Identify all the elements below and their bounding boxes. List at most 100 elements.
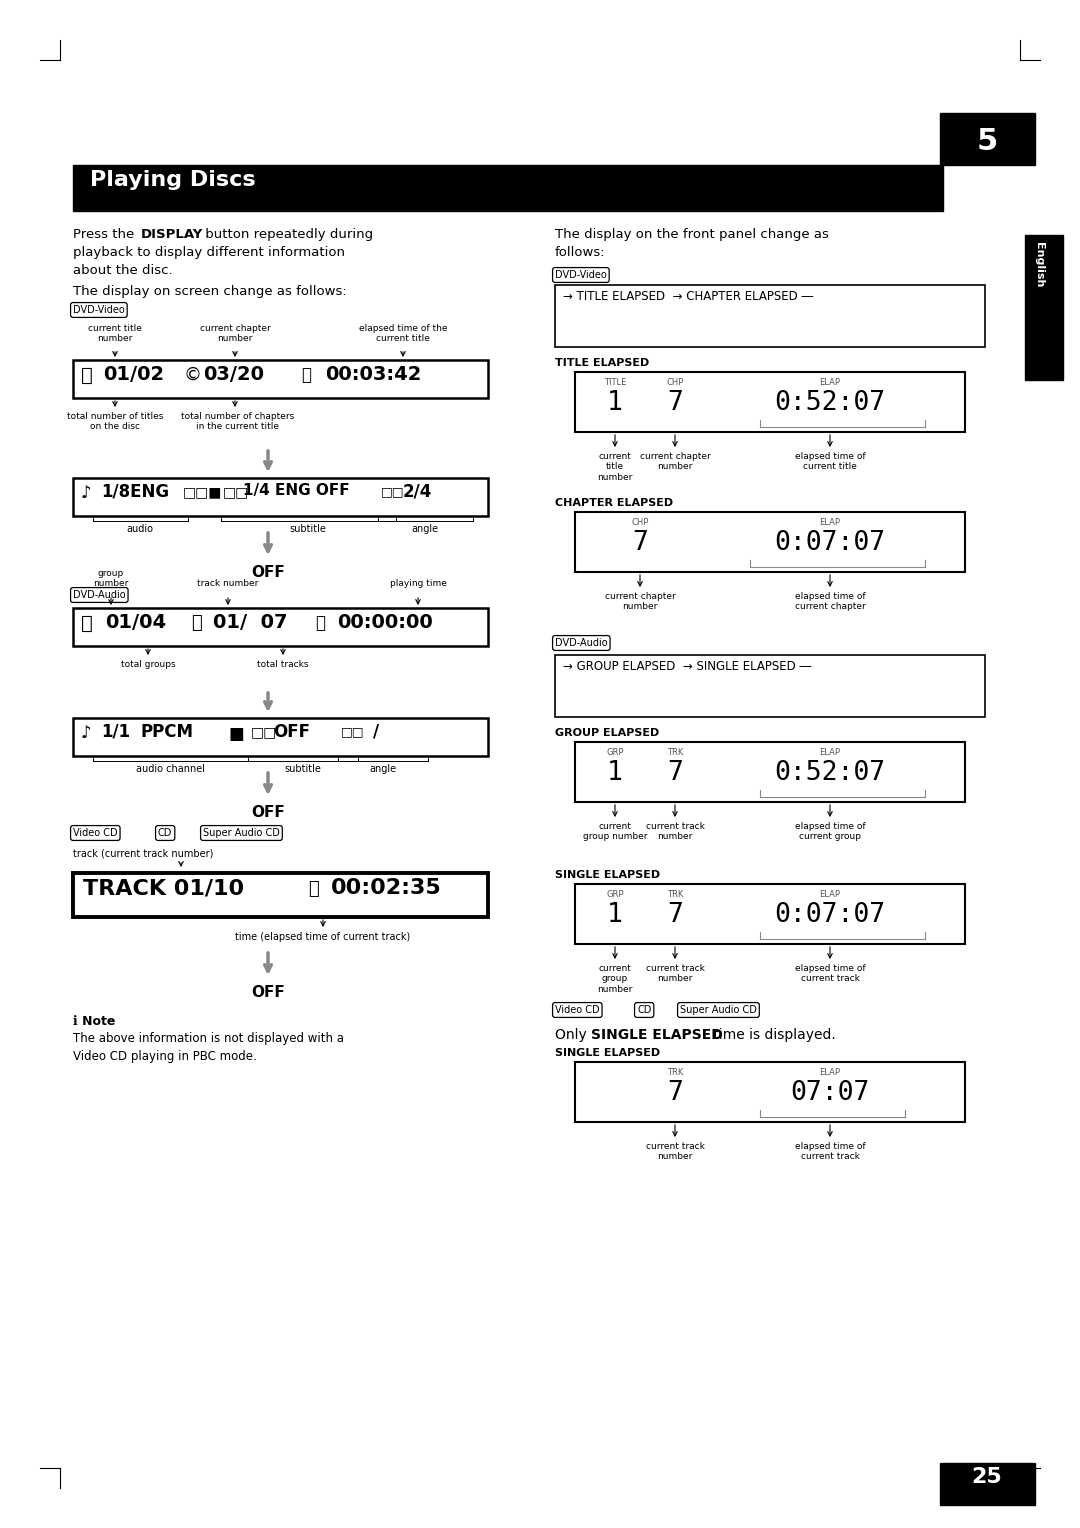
Text: OFF: OFF — [273, 723, 310, 741]
Text: 7: 7 — [667, 759, 683, 785]
Text: Video CD: Video CD — [555, 1005, 599, 1015]
Text: 1: 1 — [607, 902, 623, 927]
Text: ♪: ♪ — [81, 484, 92, 503]
Text: subtitle: subtitle — [284, 764, 322, 775]
Text: current track
number: current track number — [646, 822, 704, 842]
Text: TITLE: TITLE — [604, 377, 626, 387]
Text: audio channel: audio channel — [135, 764, 204, 775]
Text: □□: □□ — [381, 484, 405, 498]
Text: SINGLE ELAPSED: SINGLE ELAPSED — [555, 1048, 660, 1057]
Bar — [73, 478, 488, 516]
Bar — [73, 361, 488, 397]
Text: 25: 25 — [972, 1467, 1002, 1487]
Text: ELAP: ELAP — [820, 518, 840, 527]
Text: ELAP: ELAP — [820, 749, 840, 756]
Text: current chapter
number: current chapter number — [200, 324, 270, 344]
Text: 5: 5 — [976, 127, 998, 156]
Text: 1: 1 — [607, 759, 623, 785]
Text: 0:52:07: 0:52:07 — [774, 390, 886, 416]
Text: 03/20: 03/20 — [203, 365, 264, 384]
Text: Super Audio CD: Super Audio CD — [203, 828, 280, 837]
Text: audio: audio — [126, 524, 153, 533]
Text: total groups: total groups — [121, 660, 175, 669]
Bar — [575, 743, 966, 802]
Text: current
group number: current group number — [583, 822, 647, 842]
Text: GROUP ELAPSED: GROUP ELAPSED — [555, 727, 659, 738]
Bar — [575, 371, 966, 432]
Text: ⏰: ⏰ — [301, 367, 311, 384]
Text: current title
number: current title number — [89, 324, 141, 344]
Text: Video CD: Video CD — [73, 828, 118, 837]
Text: The display on screen change as follows:: The display on screen change as follows: — [73, 286, 347, 298]
Text: English: English — [1034, 243, 1044, 287]
Text: ©: © — [183, 367, 201, 384]
Text: Playing Discs: Playing Discs — [90, 170, 256, 189]
Text: CD: CD — [637, 1005, 651, 1015]
Text: The above information is not displayed with a: The above information is not displayed w… — [73, 1031, 345, 1045]
Bar — [73, 718, 488, 756]
Text: 0:07:07: 0:07:07 — [774, 902, 886, 927]
Text: DVD-Video: DVD-Video — [555, 270, 607, 280]
Text: → TITLE ELAPSED  → CHAPTER ELAPSED ―: → TITLE ELAPSED → CHAPTER ELAPSED ― — [563, 290, 813, 303]
Text: OFF: OFF — [252, 805, 285, 821]
Bar — [73, 165, 943, 211]
Text: elapsed time of
current chapter: elapsed time of current chapter — [795, 591, 865, 611]
Text: OFF: OFF — [252, 986, 285, 999]
Text: CHAPTER ELAPSED: CHAPTER ELAPSED — [555, 498, 673, 507]
Bar — [940, 1462, 1035, 1505]
Text: angle: angle — [411, 524, 438, 533]
Text: SINGLE ELAPSED: SINGLE ELAPSED — [591, 1028, 723, 1042]
Text: ⏰: ⏰ — [315, 614, 325, 633]
Text: □□■: □□■ — [183, 484, 222, 500]
Bar — [555, 656, 985, 717]
Text: total number of chapters
in the current title: total number of chapters in the current … — [181, 413, 295, 431]
Text: elapsed time of
current track: elapsed time of current track — [795, 964, 865, 984]
Text: Ⓖ: Ⓖ — [81, 614, 93, 633]
Text: ■: ■ — [228, 724, 244, 743]
Bar — [73, 872, 488, 917]
Text: □□: □□ — [222, 484, 249, 500]
Text: □□: □□ — [251, 724, 278, 740]
Bar — [1025, 235, 1063, 380]
Text: current
group
number: current group number — [597, 964, 633, 993]
Text: Only: Only — [555, 1028, 591, 1042]
Text: elapsed time of the
current title: elapsed time of the current title — [359, 324, 447, 344]
Text: 00:00:00: 00:00:00 — [337, 613, 433, 633]
Text: OFF: OFF — [252, 565, 285, 581]
Text: 01/02: 01/02 — [103, 365, 164, 384]
Text: ELAP: ELAP — [820, 1068, 840, 1077]
Text: Press the: Press the — [73, 228, 138, 241]
Text: CHP: CHP — [666, 377, 684, 387]
Text: □□: □□ — [341, 724, 365, 738]
Text: 00:02:35: 00:02:35 — [330, 879, 442, 898]
Text: current track
number: current track number — [646, 964, 704, 984]
Text: time (elapsed time of current track): time (elapsed time of current track) — [235, 932, 410, 941]
Bar — [575, 1062, 966, 1122]
Text: 7: 7 — [667, 390, 683, 416]
Text: 01/04: 01/04 — [105, 613, 166, 633]
Text: elapsed time of
current track: elapsed time of current track — [795, 1141, 865, 1161]
Text: PPCM: PPCM — [141, 723, 194, 741]
Text: group
number: group number — [93, 568, 129, 588]
Text: Ⓣ: Ⓣ — [81, 367, 93, 385]
Text: 00:03:42: 00:03:42 — [325, 365, 421, 384]
Text: playback to display different information: playback to display different informatio… — [73, 246, 345, 260]
Text: GRP: GRP — [606, 889, 624, 898]
Text: /: / — [373, 723, 379, 741]
Bar — [73, 608, 488, 646]
Text: DVD-Video: DVD-Video — [73, 306, 125, 315]
Text: Ⓣ: Ⓣ — [191, 614, 202, 633]
Text: CHP: CHP — [632, 518, 649, 527]
Text: → GROUP ELAPSED  → SINGLE ELAPSED ―: → GROUP ELAPSED → SINGLE ELAPSED ― — [563, 660, 811, 672]
Text: DISPLAY: DISPLAY — [141, 228, 203, 241]
Bar — [575, 512, 966, 571]
Text: GRP: GRP — [606, 749, 624, 756]
Text: SINGLE ELAPSED: SINGLE ELAPSED — [555, 869, 660, 880]
Text: current
title
number: current title number — [597, 452, 633, 481]
Text: 1/1: 1/1 — [102, 723, 130, 741]
Text: 01/  07: 01/ 07 — [213, 613, 287, 633]
Text: TRK: TRK — [666, 889, 684, 898]
Text: current chapter
number: current chapter number — [605, 591, 675, 611]
Text: ELAP: ELAP — [820, 377, 840, 387]
Text: 0:52:07: 0:52:07 — [774, 759, 886, 785]
